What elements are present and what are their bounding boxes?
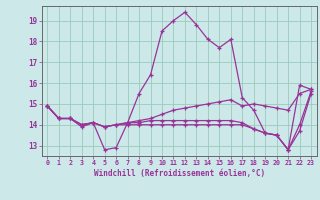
X-axis label: Windchill (Refroidissement éolien,°C): Windchill (Refroidissement éolien,°C) xyxy=(94,169,265,178)
